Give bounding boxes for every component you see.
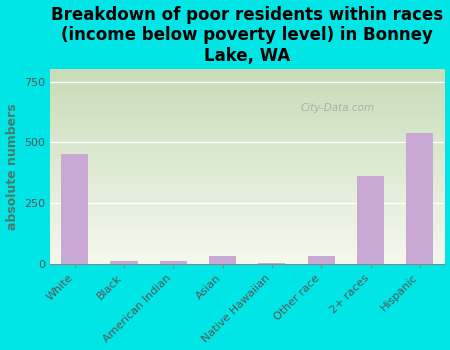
Bar <box>111 261 138 264</box>
Bar <box>308 257 335 264</box>
Bar <box>406 133 433 264</box>
Bar <box>61 154 88 264</box>
Bar <box>258 263 285 264</box>
Title: Breakdown of poor residents within races
(income below poverty level) in Bonney
: Breakdown of poor residents within races… <box>51 6 443 65</box>
Text: City-Data.com: City-Data.com <box>301 103 375 113</box>
Bar <box>357 176 384 264</box>
Y-axis label: absolute numbers: absolute numbers <box>5 103 18 230</box>
Bar <box>209 257 236 264</box>
Bar <box>160 261 187 264</box>
